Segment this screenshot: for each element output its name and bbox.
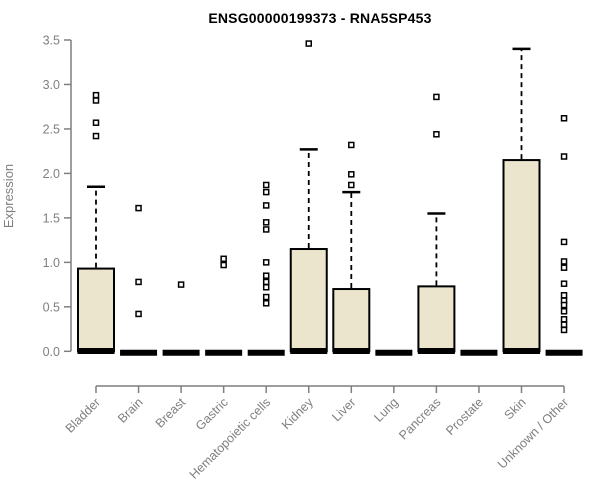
box-5 (289, 248, 328, 353)
outlier-point (433, 131, 440, 138)
y-tick-label: 1.5 (43, 211, 60, 225)
outlier-point (560, 115, 568, 122)
x-tick-label: Breast (153, 395, 189, 431)
x-tick-label: Gastric (193, 395, 231, 433)
y-tick-label: 2.5 (43, 122, 60, 136)
outlier-point (560, 321, 568, 328)
y-tick-label: 2.0 (43, 167, 60, 181)
y-tick-label: 3.5 (43, 34, 60, 48)
x-tick-label: Prostate (443, 395, 486, 438)
outlier-point (348, 171, 355, 178)
x-tick-label: Pancreas (396, 395, 443, 442)
outlier-point (560, 258, 568, 265)
outlier-point (262, 219, 270, 226)
outlier-point (560, 326, 568, 334)
outlier-point (92, 91, 100, 99)
outlier-point (262, 188, 270, 196)
outlier-point (305, 40, 312, 47)
outlier-point (560, 280, 568, 287)
outlier-point (135, 278, 142, 286)
outlier-point (262, 202, 270, 209)
outlier-point (262, 181, 270, 189)
outlier-point (92, 132, 100, 140)
outlier-point (220, 261, 227, 269)
outlier-point (560, 292, 568, 299)
y-tick-label: 0.0 (43, 345, 60, 359)
box-6 (332, 288, 371, 353)
y-axis-label: Expression (1, 164, 16, 228)
box-10 (502, 159, 541, 353)
outlier-point (262, 293, 270, 301)
outlier-point (560, 238, 568, 246)
outlier-point (348, 181, 355, 189)
outlier-point (348, 141, 355, 149)
x-tick-label: Brain (115, 395, 146, 426)
outlier-point (433, 93, 440, 101)
plot-area (77, 40, 583, 356)
box-0 (77, 267, 115, 353)
y-tick-label: 3.0 (43, 78, 60, 92)
outlier-point (135, 204, 142, 212)
outlier-point (262, 284, 270, 291)
box-8 (417, 285, 456, 353)
outlier-point (560, 308, 568, 315)
outlier-point (135, 310, 142, 318)
outlier-point (560, 316, 568, 323)
chart-title: ENSG00000199373 - RNA5SP453 (208, 10, 431, 26)
outlier-point (177, 281, 185, 288)
outlier-point (262, 259, 270, 266)
x-tick-label: Kidney (279, 395, 316, 432)
outlier-point (220, 255, 227, 263)
outlier-point (560, 301, 568, 309)
x-tick-label: Lung (371, 395, 401, 425)
y-tick-label: 0.5 (43, 300, 60, 314)
x-tick-label: Bladder (63, 395, 103, 435)
x-tick-label: Skin (502, 395, 529, 422)
y-tick-label: 1.0 (43, 256, 60, 270)
outlier-point (560, 153, 568, 160)
outlier-point (92, 97, 100, 104)
outlier-point (262, 300, 270, 307)
outlier-point (92, 119, 100, 126)
x-tick-label: Liver (329, 395, 358, 424)
x-tick-label: Hematopoietic cells (187, 395, 274, 482)
outlier-point (262, 272, 270, 279)
outlier-point (262, 226, 270, 233)
outlier-point (262, 278, 270, 286)
outlier-point (560, 264, 568, 271)
